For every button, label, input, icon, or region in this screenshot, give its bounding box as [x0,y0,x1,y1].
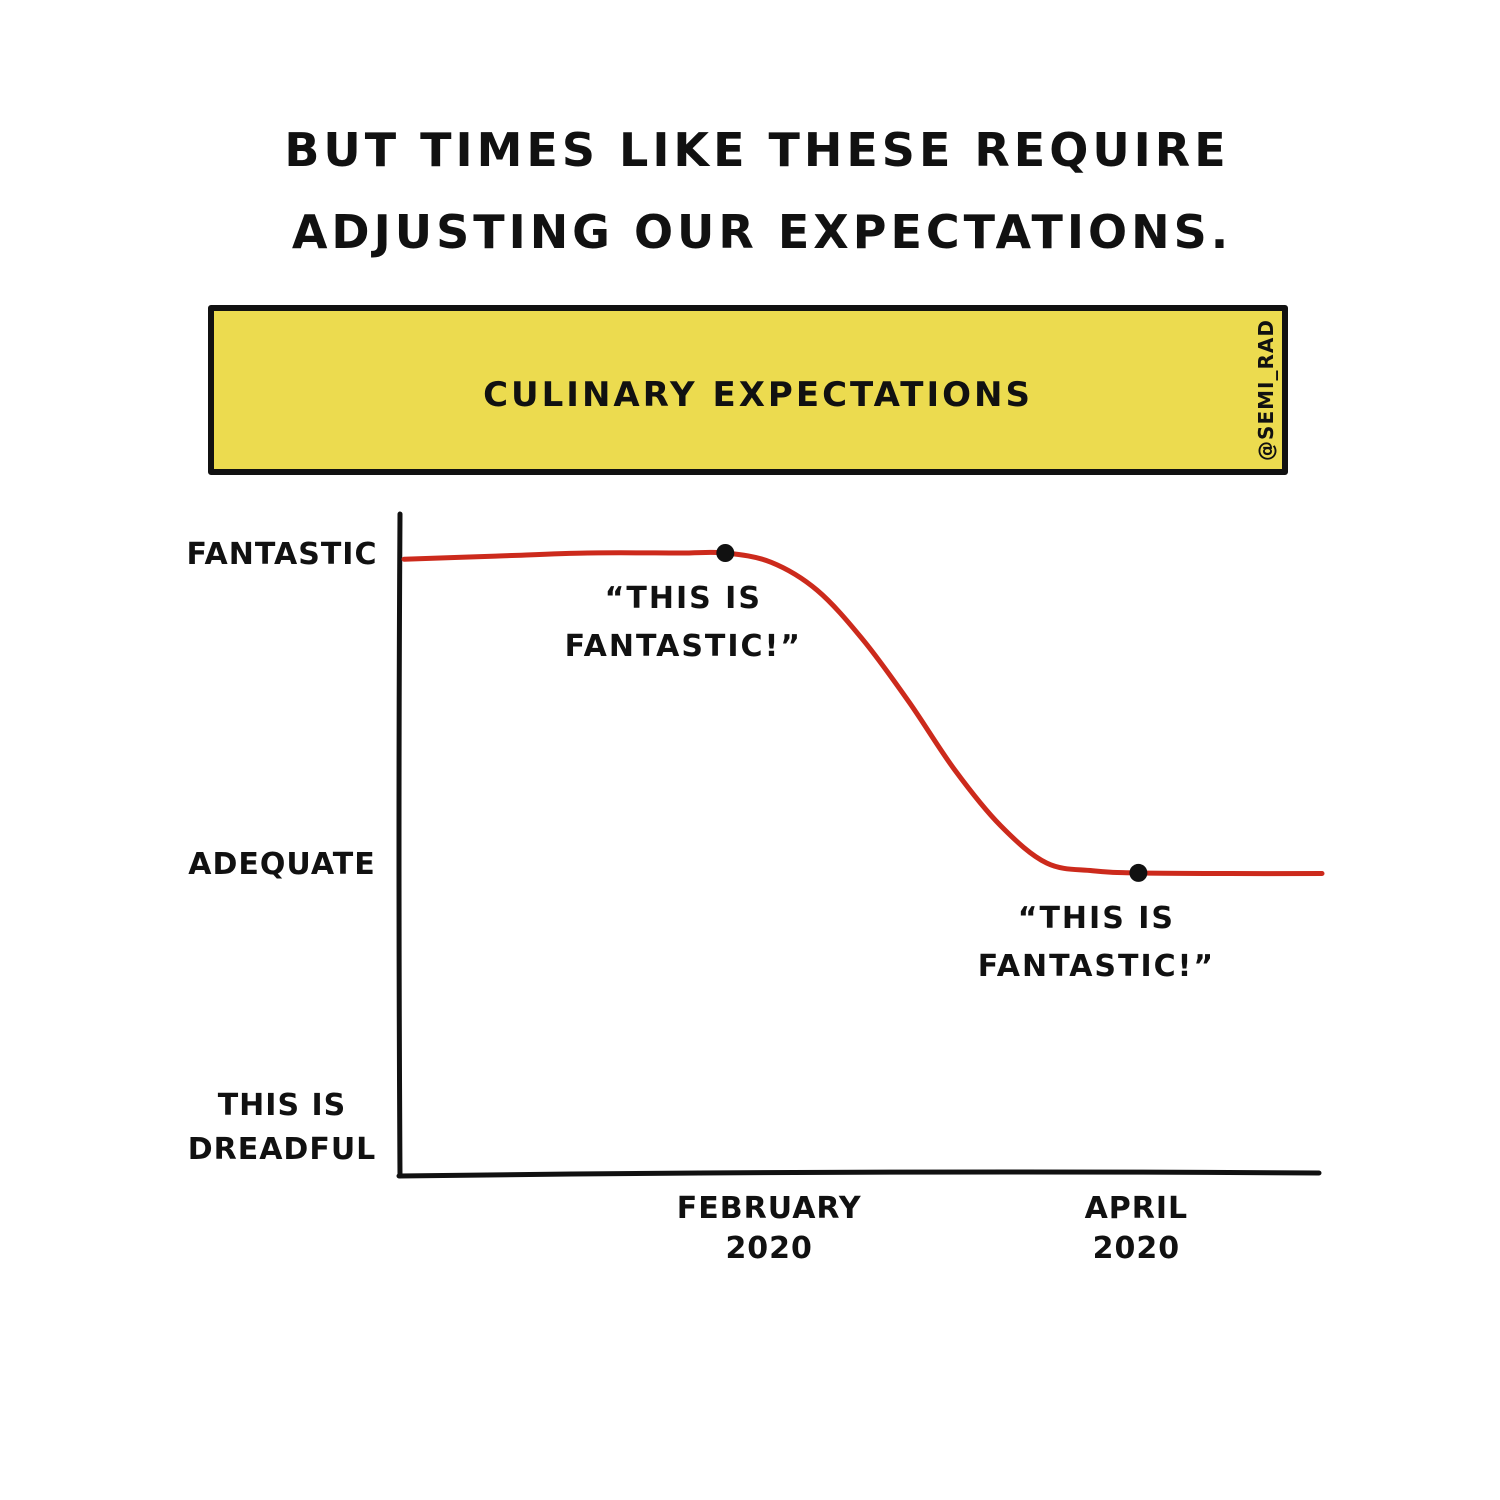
caption-line-1: BUT TIMES LIKE THESE REQUIRE [284,123,1229,177]
marker-annotation-line: “THIS IS [605,581,762,616]
x-axis-line [396,1169,1322,1179]
caption-line-2: ADJUSTING OUR EXPECTATIONS. [292,205,1232,259]
marker-annotation-line: FANTASTIC!” [978,949,1215,984]
y-tick-label-line: THIS IS [218,1088,347,1123]
x-tick-label: APRIL 2020 [1085,1191,1189,1266]
series-layer [401,544,1325,882]
y-tick-label-line: FANTASTIC [187,537,378,572]
x-tick-label-line: 2020 [725,1231,813,1266]
series-line [401,549,1325,877]
banner-box [208,305,1288,475]
y-tick-label: ADEQUATE [188,847,375,882]
marker-annotation: “THIS IS FANTASTIC!” [978,901,1215,984]
y-tick-label: THIS IS DREADFUL [188,1088,377,1167]
marker-annotation: “THIS IS FANTASTIC!” [565,581,802,664]
y-tick-label-line: ADEQUATE [188,847,375,882]
y-axis-line [396,511,403,1179]
chart-axes [396,511,1322,1179]
label-layer: FANTASTIC ADEQUATE THIS IS DREADFUL FEBRUARY… [187,537,1215,1266]
x-tick-label-line: 2020 [1093,1231,1181,1266]
y-tick-label: FANTASTIC [187,537,378,572]
x-tick-label-line: FEBRUARY [677,1191,862,1226]
data-point-marker [716,544,735,562]
x-tick-label-line: APRIL [1085,1191,1189,1226]
author-handle: @SEMI_RAD [1254,319,1278,461]
chart-title-banner: CULINARY EXPECTATIONS @SEMI_RAD [208,305,1288,475]
marker-annotation-line: “THIS IS [1018,901,1175,936]
x-tick-label: FEBRUARY 2020 [677,1191,862,1266]
data-point-marker [1129,863,1148,882]
y-tick-label-line: DREADFUL [188,1132,377,1167]
marker-annotation-line: FANTASTIC!” [565,629,802,664]
chart-title: CULINARY EXPECTATIONS [483,375,1033,415]
